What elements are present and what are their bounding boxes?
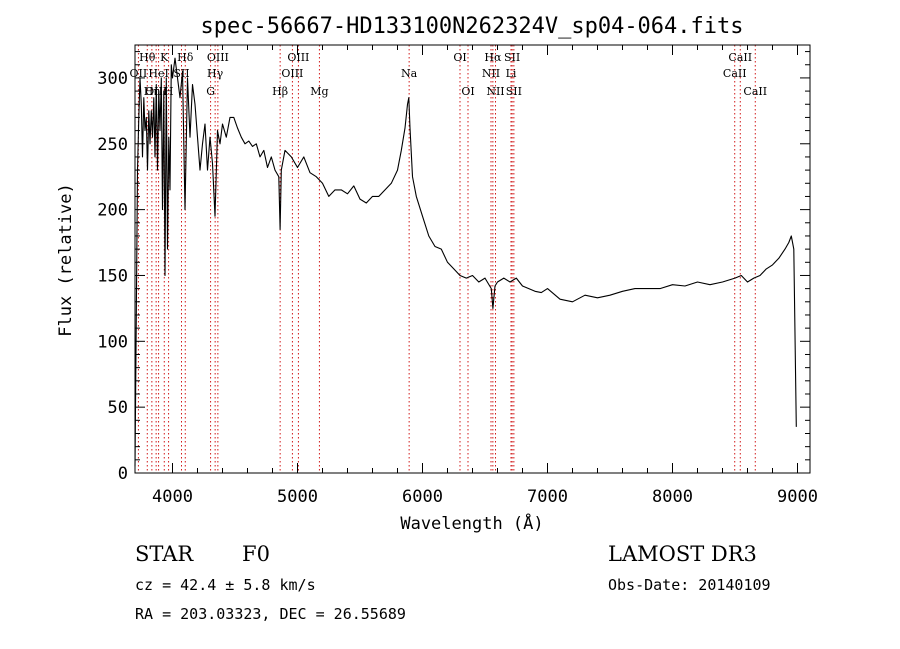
line-label: OIII bbox=[207, 51, 229, 64]
plot-frame bbox=[134, 44, 811, 474]
line-label: K bbox=[160, 51, 169, 64]
y-tick-label: 200 bbox=[97, 201, 128, 221]
y-tick-label: 250 bbox=[97, 135, 128, 155]
line-label: H bbox=[164, 85, 174, 98]
line-label: Hγ bbox=[207, 67, 224, 80]
line-label: Na bbox=[401, 67, 418, 80]
chart-title: spec-56667-HD133100N262324V_sp04-064.fit… bbox=[200, 14, 743, 39]
line-label: SII bbox=[504, 51, 520, 64]
line-label: NII bbox=[486, 85, 504, 98]
x-tick-label: 9000 bbox=[777, 487, 818, 507]
coordinates: RA = 203.03323, DEC = 26.55689 bbox=[135, 605, 406, 623]
line-label: Hβ bbox=[272, 85, 288, 98]
obs-date: Obs-Date: 20140109 bbox=[608, 576, 771, 594]
redshift-text: cz = 42.4 ± 5.8 km/s bbox=[135, 576, 316, 594]
y-axis-label: Flux (relative) bbox=[56, 183, 76, 337]
x-tick-label: 6000 bbox=[402, 487, 443, 507]
line-label: OI bbox=[461, 85, 474, 98]
y-tick-label: 150 bbox=[97, 266, 128, 286]
line-label: OII bbox=[130, 67, 148, 80]
line-label: Hη bbox=[144, 85, 160, 98]
line-label: Hθ bbox=[139, 51, 156, 64]
y-axis: 0 50 100 150 200 250 300 bbox=[97, 51, 810, 484]
line-label: CaII bbox=[723, 67, 747, 80]
spectrum-line bbox=[134, 57, 797, 467]
line-label: Hα bbox=[484, 51, 502, 64]
x-axis-label: Wavelength (Å) bbox=[400, 512, 543, 534]
x-tick-label: 8000 bbox=[652, 487, 693, 507]
x-tick-label: 5000 bbox=[277, 487, 318, 507]
line-label: Li bbox=[506, 67, 517, 80]
line-label: G bbox=[206, 85, 215, 98]
y-tick-label: 300 bbox=[97, 69, 128, 89]
line-label: SII bbox=[506, 85, 522, 98]
line-label: HeI bbox=[148, 67, 168, 80]
line-label: NII bbox=[482, 67, 500, 80]
y-tick-label: 50 bbox=[108, 398, 128, 418]
survey-name: LAMOST DR3 bbox=[608, 542, 757, 566]
y-tick-label: 100 bbox=[97, 332, 128, 352]
x-tick-label: 4000 bbox=[152, 487, 193, 507]
line-label: OI bbox=[453, 51, 466, 64]
y-tick-label: 0 bbox=[118, 464, 128, 484]
line-label: Mg bbox=[310, 85, 328, 98]
line-label: OIII bbox=[281, 67, 303, 80]
line-label: OIII bbox=[287, 51, 309, 64]
x-tick-label: 7000 bbox=[527, 487, 568, 507]
object-subclass: F0 bbox=[242, 542, 270, 566]
line-label: CaII bbox=[728, 51, 752, 64]
x-axis: 4000 5000 6000 7000 8000 9000 bbox=[152, 45, 818, 507]
line-markers bbox=[137, 45, 756, 473]
line-label: Hδ bbox=[177, 51, 194, 64]
object-class: STAR bbox=[135, 542, 194, 566]
line-label: CaII bbox=[743, 85, 767, 98]
